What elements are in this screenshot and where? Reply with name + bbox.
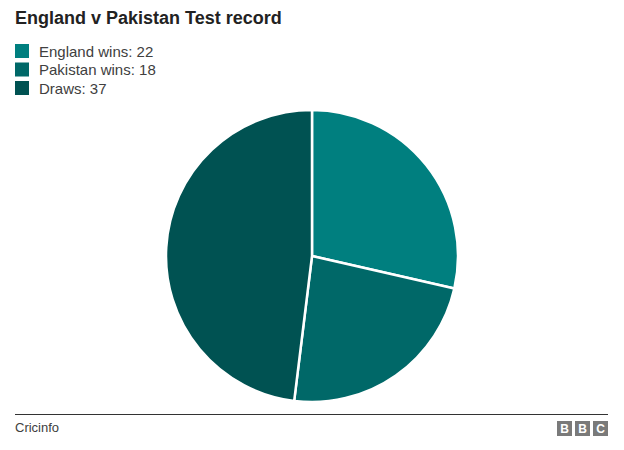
pie-slice <box>294 256 454 402</box>
legend: England wins: 22Pakistan wins: 18 Draws: … <box>15 43 156 97</box>
chart: England v Pakistan Test record England wi… <box>0 0 624 450</box>
logo: BBC <box>557 421 608 436</box>
legend-label: Draws: 37 <box>39 80 107 97</box>
legend-label: Pakistan wins: 18 <box>39 61 156 78</box>
logo-letter: B <box>578 422 587 436</box>
pie-slice <box>166 110 312 401</box>
logo-box <box>575 421 590 436</box>
source: Cricinfo <box>15 420 59 435</box>
title: England v Pakistan Test record <box>15 8 282 28</box>
logo-letter: C <box>596 422 605 436</box>
footer-rule <box>15 414 608 415</box>
legend-swatch <box>15 81 29 95</box>
logo-letter: B <box>560 422 569 436</box>
legend-swatch <box>15 44 29 58</box>
legend-label: England wins: 22 <box>39 43 153 60</box>
logo-box <box>557 421 572 436</box>
pie <box>166 110 458 402</box>
legend-swatch <box>15 63 29 77</box>
logo-box <box>593 421 608 436</box>
